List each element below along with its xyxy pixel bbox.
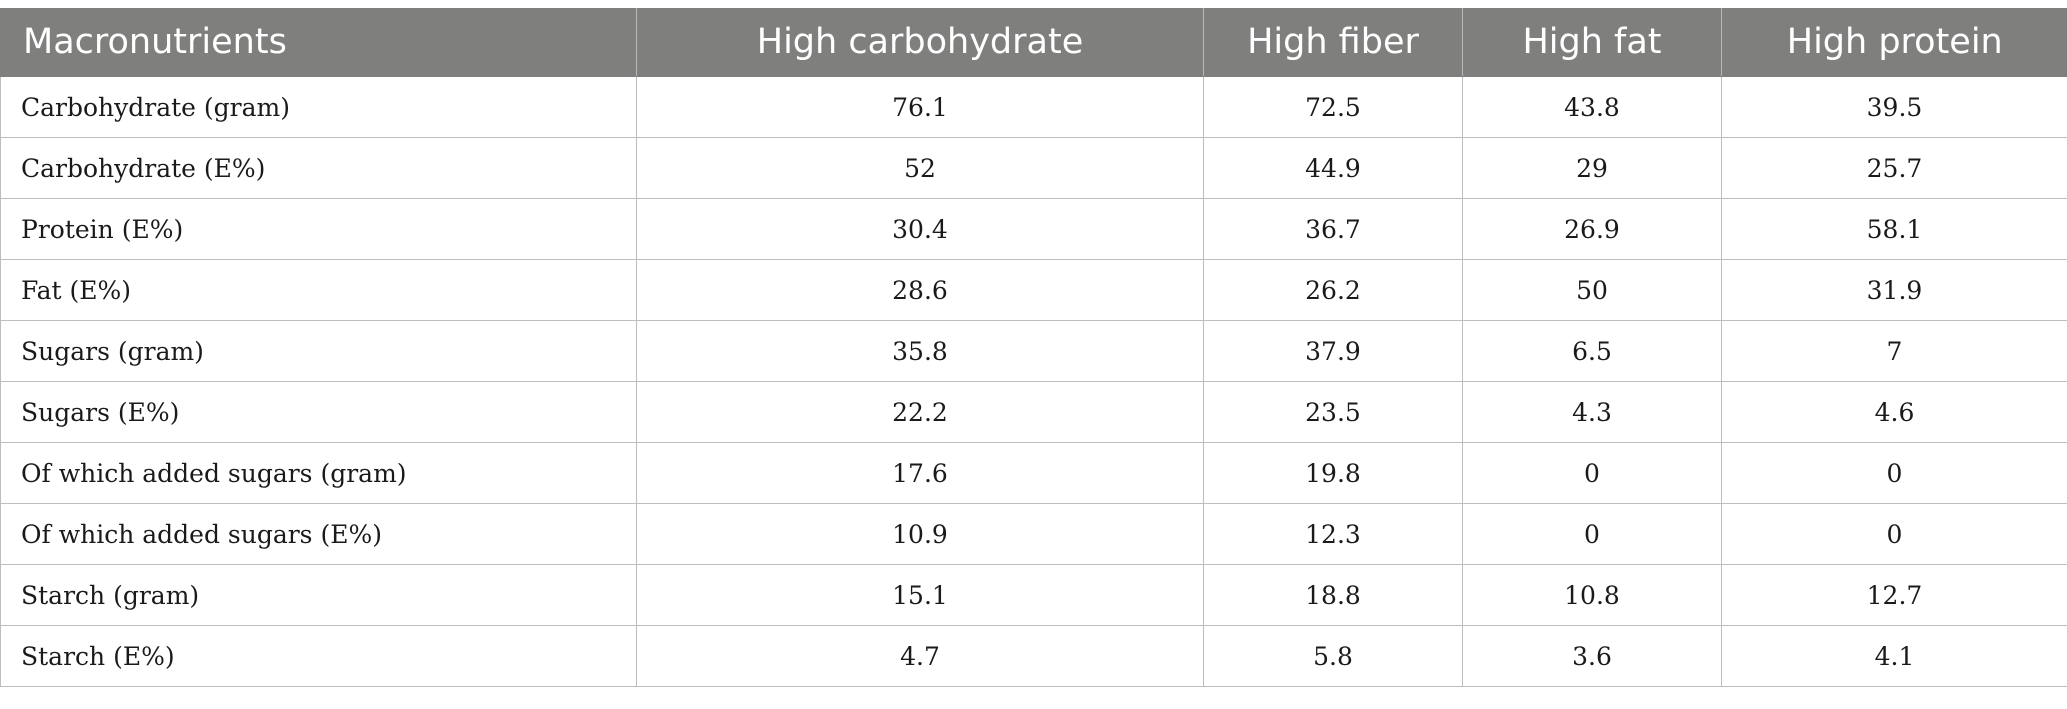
table-cell: 18.8: [1203, 564, 1463, 626]
table-row: Sugars (E%) 22.2 23.5 4.3 4.6: [0, 381, 2067, 443]
table-cell: 6.5: [1462, 320, 1722, 382]
table-cell: 58.1: [1721, 198, 2067, 260]
table-row: Starch (gram) 15.1 18.8 10.8 12.7: [0, 564, 2067, 626]
table-cell: 22.2: [636, 381, 1204, 443]
row-label: Carbohydrate (E%): [0, 137, 637, 199]
table-cell: 3.6: [1462, 625, 1722, 687]
table-cell: 0: [1721, 442, 2067, 504]
table-cell: 36.7: [1203, 198, 1463, 260]
table-cell: 30.4: [636, 198, 1204, 260]
table-cell: 0: [1721, 503, 2067, 565]
table-cell: 28.6: [636, 259, 1204, 321]
table-body: Carbohydrate (gram) 76.1 72.5 43.8 39.5 …: [0, 76, 2067, 687]
table-cell: 4.6: [1721, 381, 2067, 443]
table-row: Of which added sugars (E%) 10.9 12.3 0 0: [0, 503, 2067, 565]
table-cell: 5.8: [1203, 625, 1463, 687]
table-cell: 15.1: [636, 564, 1204, 626]
table-row: Carbohydrate (gram) 76.1 72.5 43.8 39.5: [0, 76, 2067, 138]
table-row: Starch (E%) 4.7 5.8 3.6 4.1: [0, 625, 2067, 687]
table-cell: 25.7: [1721, 137, 2067, 199]
table-cell: 43.8: [1462, 76, 1722, 138]
table-cell: 7: [1721, 320, 2067, 382]
table-cell: 35.8: [636, 320, 1204, 382]
table-header: Macronutrients High carbohydrate High fi…: [0, 8, 2067, 77]
row-label: Of which added sugars (E%): [0, 503, 637, 565]
table-cell: 52: [636, 137, 1204, 199]
row-label: Protein (E%): [0, 198, 637, 260]
table-cell: 4.1: [1721, 625, 2067, 687]
table-cell: 10.9: [636, 503, 1204, 565]
row-label: Starch (E%): [0, 625, 637, 687]
row-label: Of which added sugars (gram): [0, 442, 637, 504]
table-cell: 0: [1462, 503, 1722, 565]
table-row: Fat (E%) 28.6 26.2 50 31.9: [0, 259, 2067, 321]
column-header-high-fat: High fat: [1462, 8, 1722, 77]
column-header-high-fiber: High fiber: [1203, 8, 1463, 77]
row-label: Starch (gram): [0, 564, 637, 626]
table-cell: 31.9: [1721, 259, 2067, 321]
table-cell: 26.2: [1203, 259, 1463, 321]
table-cell: 12.3: [1203, 503, 1463, 565]
table-cell: 4.7: [636, 625, 1204, 687]
column-header-high-carbohydrate: High carbohydrate: [636, 8, 1204, 77]
table-cell: 76.1: [636, 76, 1204, 138]
row-label: Sugars (gram): [0, 320, 637, 382]
column-header-high-protein: High protein: [1721, 8, 2067, 77]
table-cell: 23.5: [1203, 381, 1463, 443]
table-cell: 0: [1462, 442, 1722, 504]
table-row: Protein (E%) 30.4 36.7 26.9 58.1: [0, 198, 2067, 260]
table-cell: 50: [1462, 259, 1722, 321]
column-header-macronutrients: Macronutrients: [0, 8, 637, 77]
row-label: Sugars (E%): [0, 381, 637, 443]
row-label: Carbohydrate (gram): [0, 76, 637, 138]
table-cell: 19.8: [1203, 442, 1463, 504]
table-cell: 37.9: [1203, 320, 1463, 382]
table-row: Sugars (gram) 35.8 37.9 6.5 7: [0, 320, 2067, 382]
table-cell: 39.5: [1721, 76, 2067, 138]
table-cell: 29: [1462, 137, 1722, 199]
header-row: Macronutrients High carbohydrate High fi…: [0, 8, 2067, 77]
row-label: Fat (E%): [0, 259, 637, 321]
table-cell: 10.8: [1462, 564, 1722, 626]
macronutrients-table: Macronutrients High carbohydrate High fi…: [0, 8, 2067, 687]
table-cell: 72.5: [1203, 76, 1463, 138]
table-cell: 4.3: [1462, 381, 1722, 443]
table-cell: 12.7: [1721, 564, 2067, 626]
table-cell: 17.6: [636, 442, 1204, 504]
macronutrients-table-container: Macronutrients High carbohydrate High fi…: [0, 8, 2067, 687]
table-cell: 44.9: [1203, 137, 1463, 199]
table-row: Carbohydrate (E%) 52 44.9 29 25.7: [0, 137, 2067, 199]
table-row: Of which added sugars (gram) 17.6 19.8 0…: [0, 442, 2067, 504]
table-cell: 26.9: [1462, 198, 1722, 260]
